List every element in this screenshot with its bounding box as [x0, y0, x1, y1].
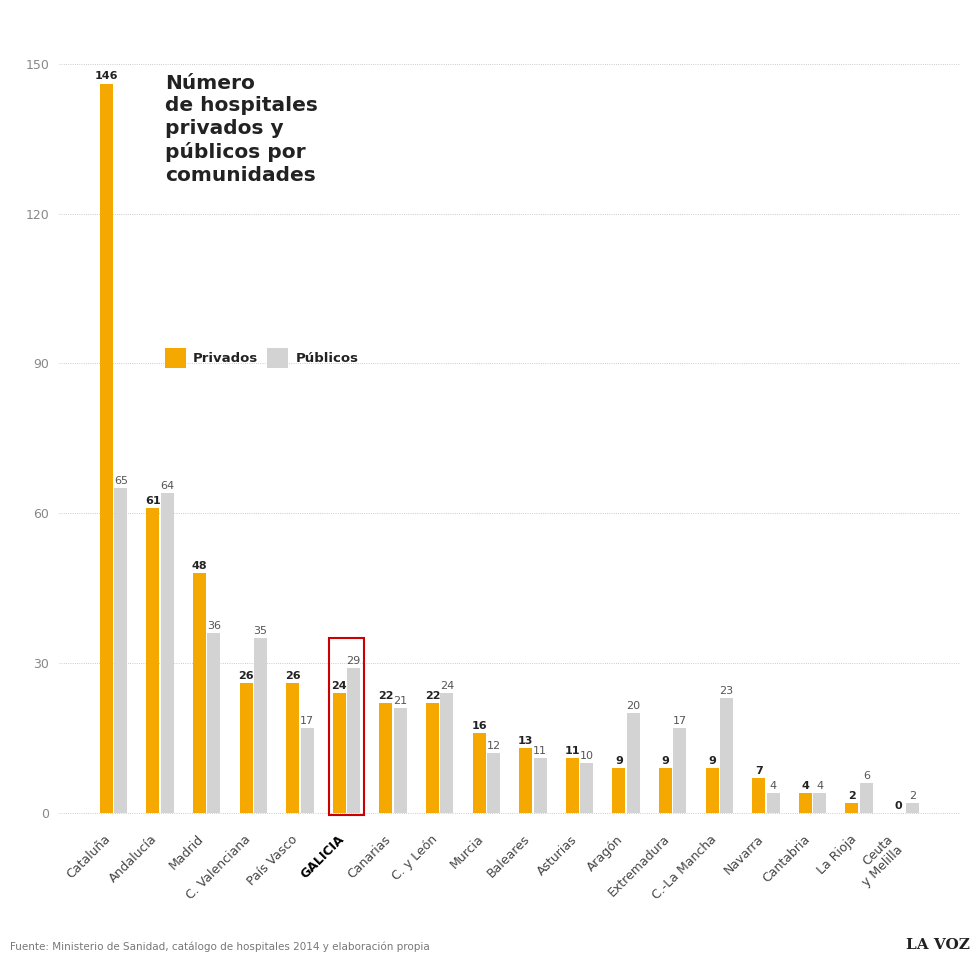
- Bar: [161, 493, 173, 813]
- Text: 65: 65: [114, 476, 127, 486]
- Text: 2: 2: [848, 790, 856, 801]
- Text: 26: 26: [238, 671, 254, 680]
- Text: 4: 4: [769, 781, 777, 790]
- Text: 9: 9: [662, 756, 669, 766]
- Bar: [426, 703, 439, 813]
- Text: Número
de hospitales
privados y
públicos por
comunidades: Número de hospitales privados y públicos…: [165, 74, 318, 185]
- Text: 12: 12: [486, 741, 501, 750]
- Text: 11: 11: [533, 746, 547, 756]
- Text: 9: 9: [614, 756, 623, 766]
- Bar: [612, 768, 625, 813]
- Bar: [906, 803, 919, 813]
- Text: 7: 7: [755, 766, 762, 775]
- Bar: [673, 728, 686, 813]
- Text: 64: 64: [161, 480, 174, 491]
- Bar: [379, 703, 392, 813]
- Text: 9: 9: [709, 756, 716, 766]
- Text: 24: 24: [331, 680, 347, 691]
- Bar: [766, 793, 780, 813]
- Bar: [239, 683, 253, 813]
- Bar: [752, 778, 765, 813]
- Text: 48: 48: [192, 561, 208, 570]
- Text: Públicos: Públicos: [295, 352, 359, 365]
- Bar: [193, 573, 206, 813]
- Text: 35: 35: [254, 626, 268, 635]
- Text: 0: 0: [895, 801, 903, 811]
- Bar: [659, 768, 672, 813]
- Bar: [254, 638, 268, 813]
- Text: 21: 21: [393, 696, 408, 705]
- Bar: [487, 753, 500, 813]
- Text: 36: 36: [207, 621, 220, 631]
- Text: 17: 17: [300, 716, 315, 725]
- Bar: [720, 698, 733, 813]
- Text: 4: 4: [816, 781, 823, 790]
- Text: 11: 11: [564, 746, 580, 756]
- Bar: [472, 733, 486, 813]
- Bar: [627, 713, 640, 813]
- Bar: [440, 693, 454, 813]
- Text: 22: 22: [424, 691, 440, 701]
- Bar: [208, 634, 220, 813]
- Text: 17: 17: [673, 716, 687, 725]
- Bar: [846, 803, 858, 813]
- Text: 26: 26: [285, 671, 301, 680]
- Bar: [333, 693, 346, 813]
- Bar: [347, 668, 361, 813]
- Text: 10: 10: [580, 750, 594, 761]
- Bar: [706, 768, 718, 813]
- Bar: [394, 708, 407, 813]
- Bar: [301, 728, 314, 813]
- Bar: [580, 763, 593, 813]
- Text: 146: 146: [94, 71, 118, 81]
- Text: 61: 61: [145, 496, 161, 506]
- Bar: [286, 683, 299, 813]
- Bar: [533, 758, 547, 813]
- Text: 29: 29: [347, 656, 361, 666]
- Bar: [100, 83, 113, 813]
- Text: Privados: Privados: [193, 352, 258, 365]
- Text: 24: 24: [440, 680, 454, 691]
- Text: 6: 6: [862, 770, 870, 781]
- Bar: [115, 488, 127, 813]
- Text: 4: 4: [802, 781, 809, 790]
- Bar: [813, 793, 826, 813]
- Text: 23: 23: [719, 685, 734, 696]
- Text: 13: 13: [518, 736, 533, 746]
- Bar: [859, 783, 873, 813]
- Text: Fuente: Ministerio de Sanidad, catálogo de hospitales 2014 y elaboración propia: Fuente: Ministerio de Sanidad, catálogo …: [10, 942, 429, 952]
- Bar: [565, 758, 579, 813]
- Text: 20: 20: [626, 701, 640, 711]
- Bar: [519, 748, 532, 813]
- Bar: [799, 793, 811, 813]
- Text: LA VOZ: LA VOZ: [906, 938, 970, 952]
- Text: 16: 16: [471, 721, 487, 730]
- Text: 2: 2: [909, 790, 916, 801]
- FancyBboxPatch shape: [165, 348, 186, 368]
- FancyBboxPatch shape: [268, 348, 288, 368]
- Text: 22: 22: [378, 691, 394, 701]
- Bar: [146, 508, 160, 813]
